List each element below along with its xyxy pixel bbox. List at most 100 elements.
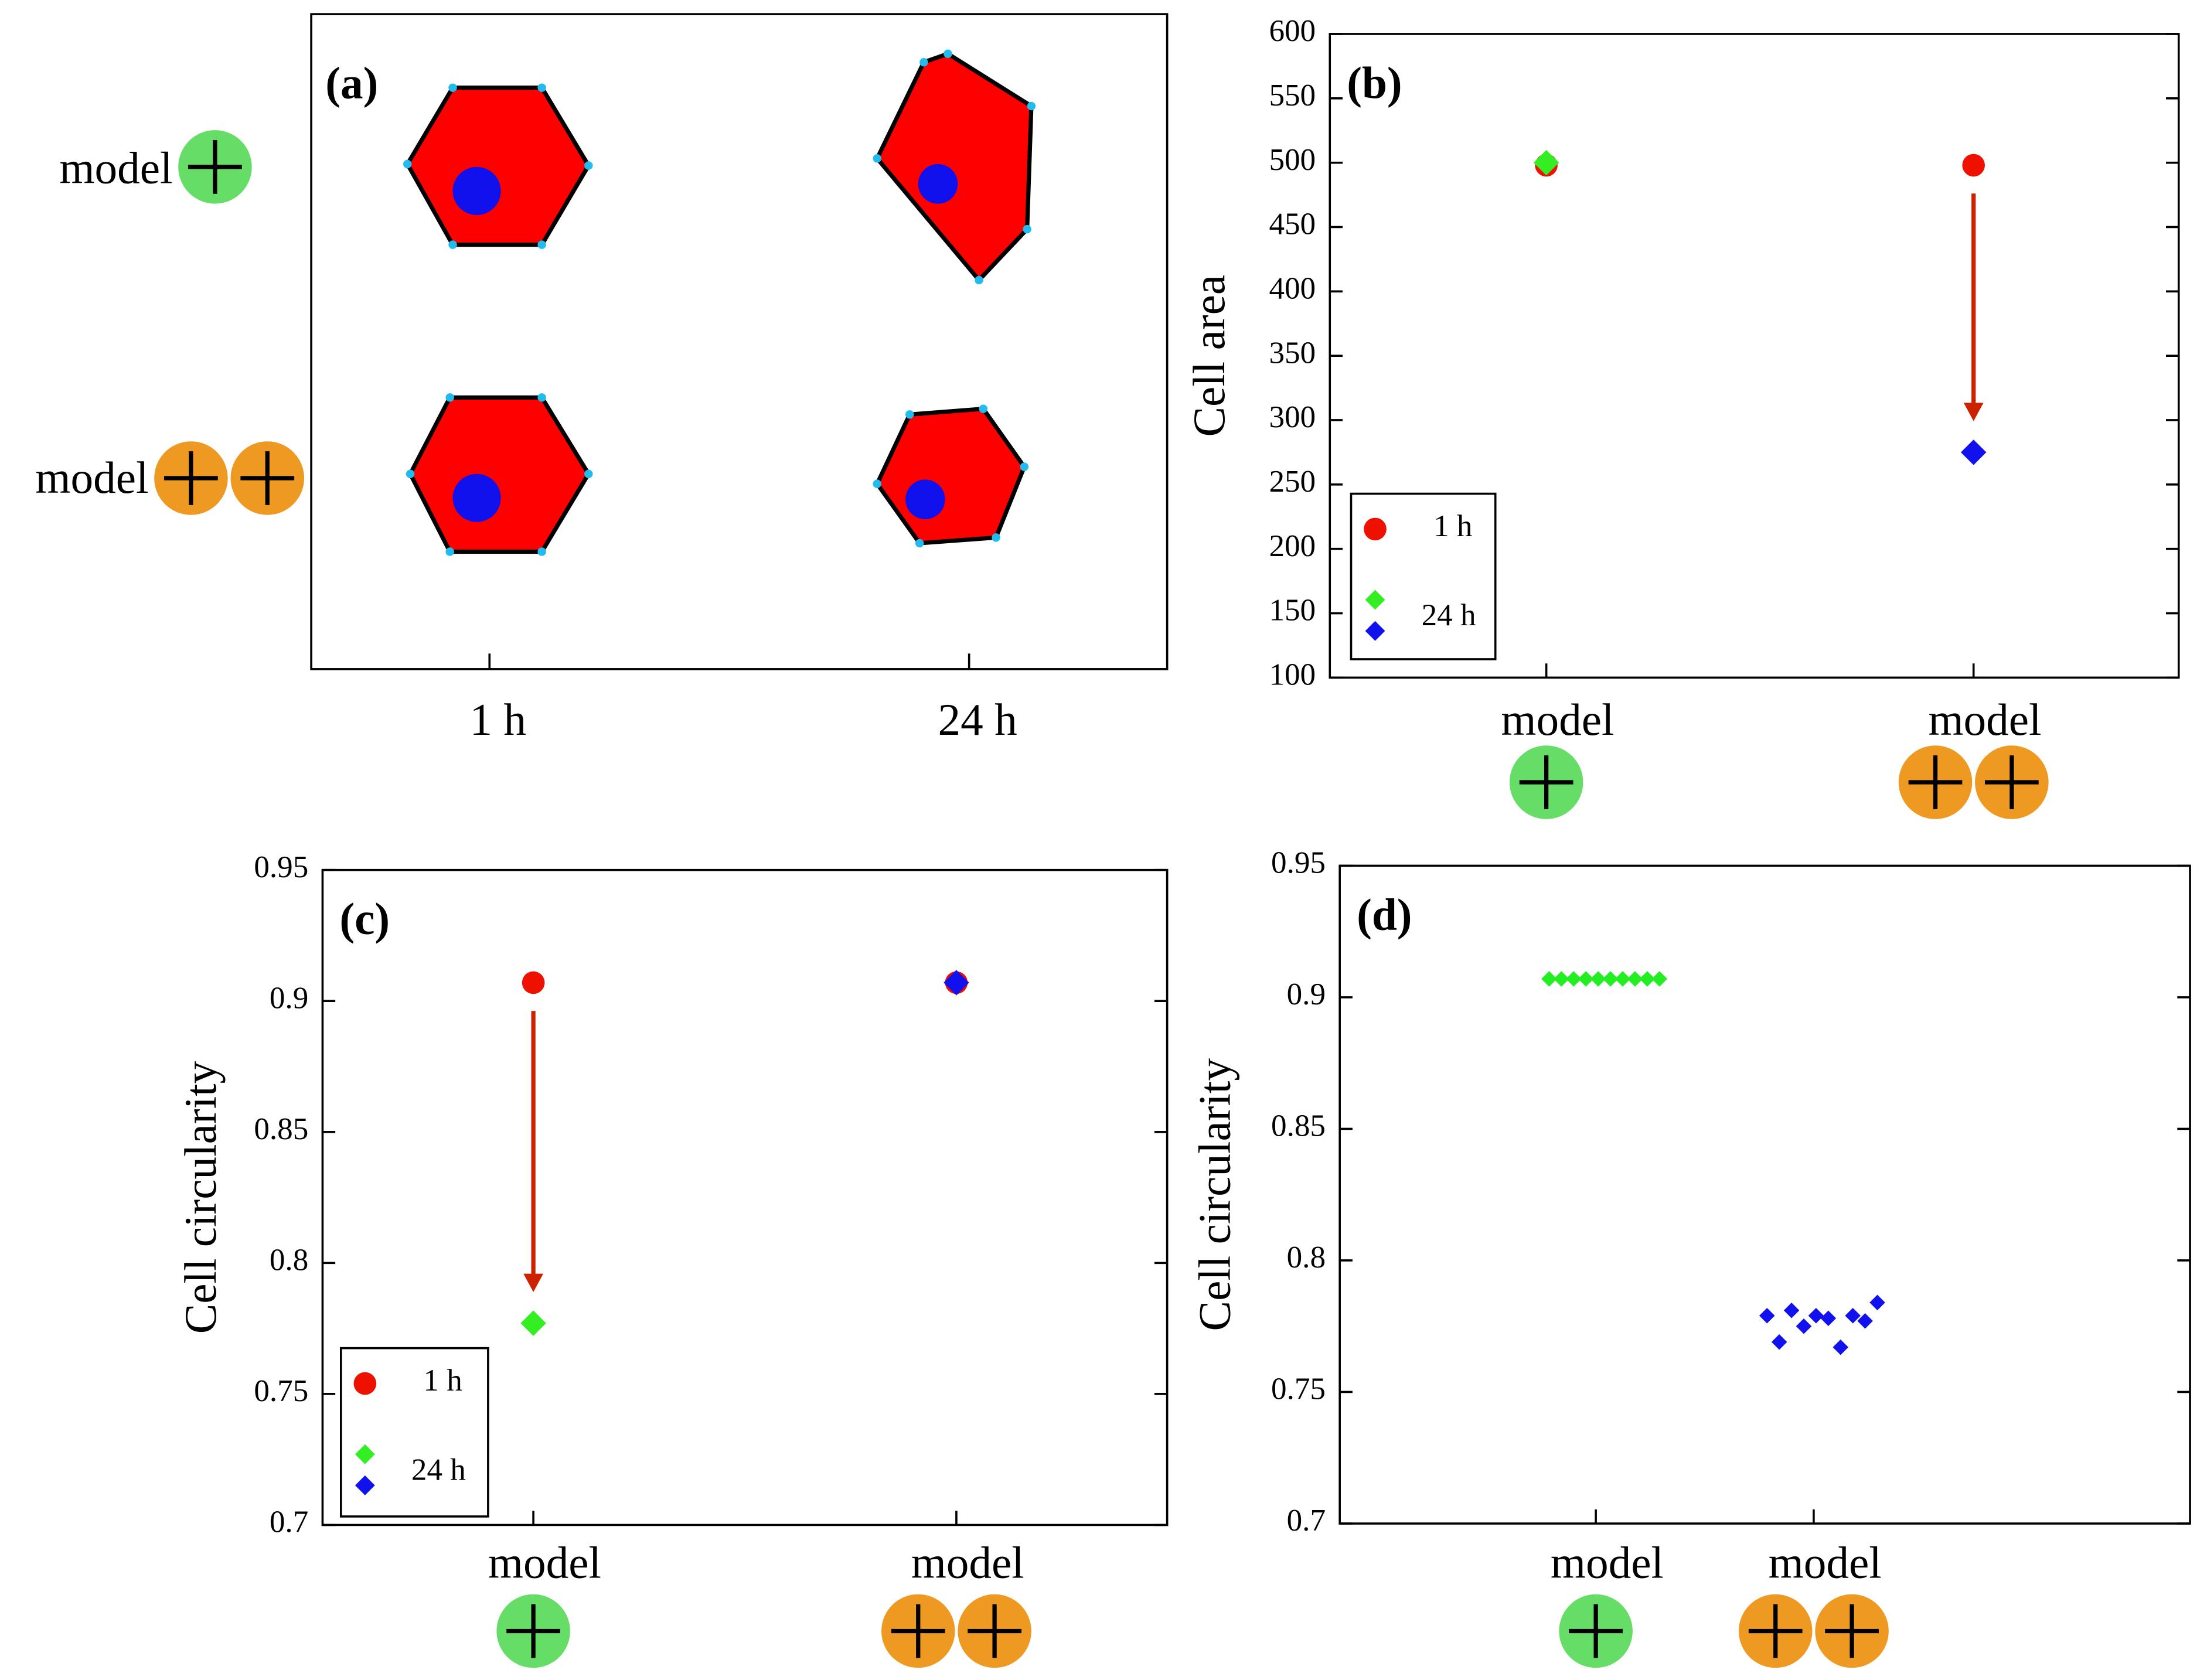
- y-tick-label: 300: [1269, 400, 1316, 434]
- point: [1833, 1339, 1849, 1355]
- plot-frame: [321, 868, 1169, 1526]
- y-tick-label: 350: [1269, 336, 1316, 370]
- y-tick-label: 200: [1269, 529, 1316, 563]
- vertex: [584, 161, 593, 170]
- point: [1808, 1307, 1824, 1324]
- y-axis-title: Cell circularity: [175, 1061, 226, 1334]
- y-tick-label: 0.95: [1271, 846, 1326, 880]
- panel-frame: [310, 13, 1169, 670]
- point: [1590, 971, 1606, 987]
- y-tick-label: 150: [1269, 594, 1316, 628]
- y-tick-label: 450: [1269, 207, 1316, 241]
- panel-label: (a): [325, 57, 378, 108]
- point: [1962, 154, 1985, 177]
- legend-label: 24 h: [1422, 598, 1476, 632]
- cell-shape: [874, 51, 1034, 284]
- point: [1541, 971, 1557, 987]
- vertex: [873, 154, 881, 163]
- y-tick-label: 550: [1269, 79, 1316, 113]
- vertex: [537, 240, 546, 249]
- vertex: [403, 159, 412, 169]
- plot-frame: [1338, 864, 2191, 1525]
- vertex: [905, 410, 914, 419]
- x-tick-label: model: [488, 1538, 601, 1588]
- vertex: [448, 83, 457, 92]
- nucleus: [918, 164, 958, 204]
- vertex: [944, 49, 952, 58]
- nucleus: [452, 473, 501, 522]
- nucleus: [905, 479, 945, 519]
- point: [1820, 1310, 1837, 1327]
- y-tick-label: 0.8: [270, 1243, 308, 1277]
- panel-label: (d): [1357, 890, 1412, 940]
- nucleus: [452, 166, 501, 215]
- y-tick-label: 600: [1269, 14, 1316, 48]
- point: [1759, 1307, 1775, 1324]
- vertex: [537, 393, 546, 402]
- y-tick-label: 0.8: [1287, 1241, 1326, 1275]
- legend-marker: [353, 1372, 377, 1395]
- vertex: [1020, 462, 1029, 471]
- point: [1960, 439, 1987, 465]
- point: [520, 1310, 546, 1336]
- vertex: [979, 404, 988, 413]
- vertex: [445, 547, 454, 556]
- y-tick-label: 250: [1269, 465, 1316, 499]
- y-tick-label: 0.95: [254, 850, 308, 884]
- x-tick-label: model: [911, 1538, 1024, 1588]
- legend-marker: [1365, 589, 1385, 610]
- legend-label: 1 h: [423, 1364, 462, 1398]
- point: [1639, 971, 1656, 987]
- arrow-head: [1963, 403, 1984, 421]
- y-axis-title: Cell circularity: [1190, 1058, 1240, 1331]
- vertex: [537, 547, 546, 556]
- point: [1783, 1303, 1800, 1318]
- cell-shape: [874, 406, 1027, 546]
- vertex: [445, 393, 454, 402]
- y-tick-label: 100: [1269, 658, 1316, 692]
- y-tick-label: 400: [1269, 271, 1316, 305]
- panel-label: (c): [339, 894, 390, 944]
- y-tick-label: 0.9: [1287, 977, 1326, 1011]
- point: [1651, 971, 1668, 987]
- vertex: [584, 469, 593, 478]
- y-axis-title: Cell area: [1184, 275, 1234, 437]
- legend-marker: [1364, 517, 1387, 541]
- legend-label: 1 h: [1433, 509, 1472, 543]
- y-tick-label: 0.85: [254, 1112, 308, 1146]
- y-tick-label: 0.85: [1271, 1109, 1326, 1143]
- x-tick-label: model: [1769, 1538, 1882, 1588]
- y-tick-label: 500: [1269, 143, 1316, 177]
- x-tick-label: model: [1928, 694, 2041, 745]
- legend-marker: [355, 1475, 375, 1495]
- vertex: [1023, 224, 1031, 234]
- vertex: [406, 469, 415, 478]
- point: [522, 971, 545, 994]
- vertex: [919, 57, 928, 67]
- column-label: 24 h: [938, 694, 1017, 745]
- x-tick-label: model: [1551, 1538, 1664, 1588]
- point: [1615, 971, 1631, 987]
- y-tick-label: 0.75: [254, 1374, 308, 1408]
- panel-label: (b): [1347, 57, 1402, 108]
- legend-marker: [355, 1444, 375, 1464]
- vertex: [448, 240, 457, 249]
- cell-shape: [405, 86, 591, 247]
- cell-shape: [408, 395, 591, 554]
- legend-marker: [1365, 621, 1385, 641]
- arrow-head: [523, 1273, 544, 1293]
- point: [1771, 1334, 1787, 1350]
- point: [1796, 1318, 1812, 1334]
- vertex: [915, 539, 924, 548]
- column-label: 1 h: [469, 694, 526, 745]
- point: [944, 970, 969, 996]
- row-label: model: [35, 452, 148, 503]
- point: [1845, 1307, 1861, 1324]
- y-tick-label: 0.9: [270, 981, 308, 1015]
- point: [1578, 971, 1594, 987]
- point: [1533, 149, 1559, 176]
- vertex: [992, 533, 1000, 542]
- y-tick-label: 0.75: [1271, 1372, 1326, 1406]
- vertex: [537, 83, 546, 92]
